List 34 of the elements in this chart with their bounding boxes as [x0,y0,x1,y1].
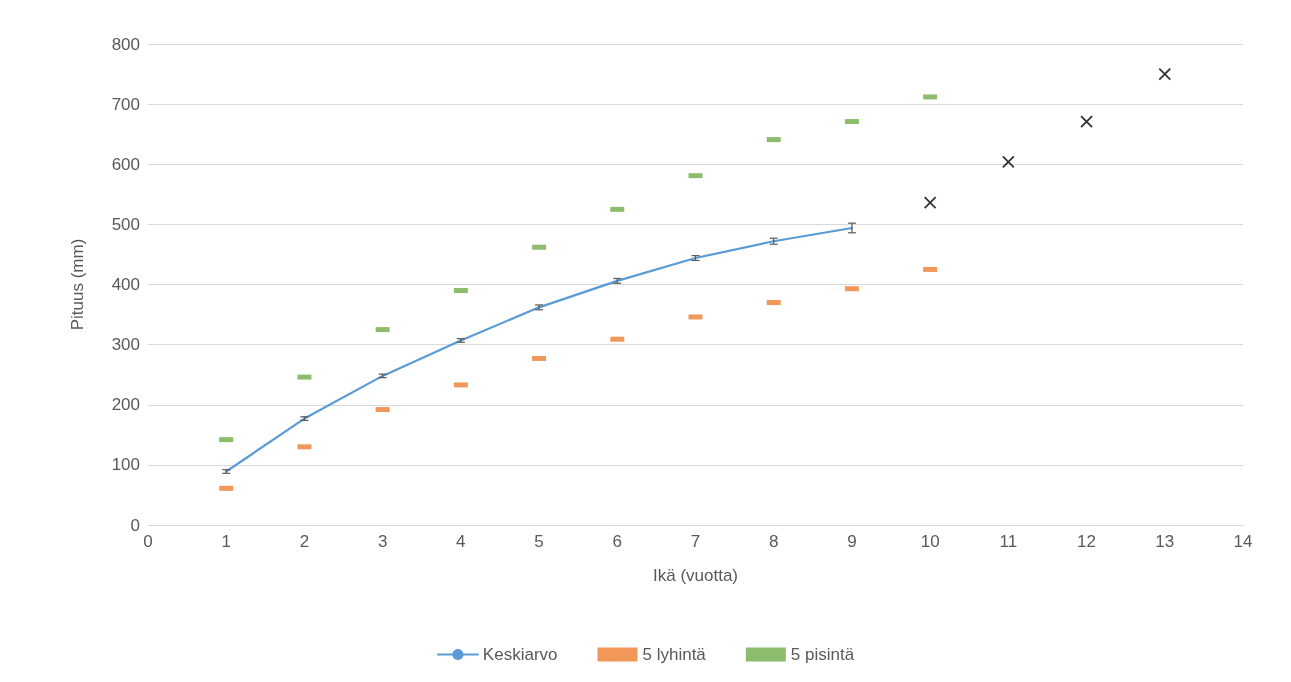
x-tick-label: 12 [1077,532,1097,551]
x-axis-title: Ikä (vuotta) [652,566,739,585]
y-tick-label: 100 [111,455,140,475]
x-tick-label: 6 [612,532,623,551]
x-tick-label: 1 [221,532,231,551]
x-tick-label: 0 [143,532,153,551]
y-tick-label: 200 [111,395,140,415]
legend-label: Keskiarvo [482,645,558,664]
x-tick-label: 10 [920,532,940,551]
x-tick-label: 2 [299,532,310,551]
point [1080,115,1093,128]
x-tick-label: 4 [456,532,466,551]
line-series [225,226,854,473]
y-tick-label: 0 [130,515,140,535]
point [1001,155,1015,169]
x-tick-label: 13 [1155,532,1175,551]
x-tick-label: 5 [534,532,544,551]
x-tick-label: 7 [690,532,701,551]
x-tick-label: 11 [999,532,1018,551]
x-tick-label: 9 [847,532,857,551]
point [923,196,937,210]
y-tick-label: 500 [111,214,140,234]
y-tick-label: 800 [111,34,140,54]
y-tick-label: 600 [111,154,140,174]
legend-label: 5 pisintä [790,645,855,664]
y-tick-label: 700 [111,94,140,114]
legend-label: 5 lyhintä [642,645,707,664]
y-axis-title: Pituus (mm) [68,238,87,331]
y-tick-label: 400 [111,275,140,294]
x-tick-label: 3 [377,532,388,551]
point [1158,67,1172,81]
x-tick-label: 14 [1233,532,1253,551]
y-tick-label: 300 [111,335,140,355]
x-tick-label: 8 [768,532,779,551]
